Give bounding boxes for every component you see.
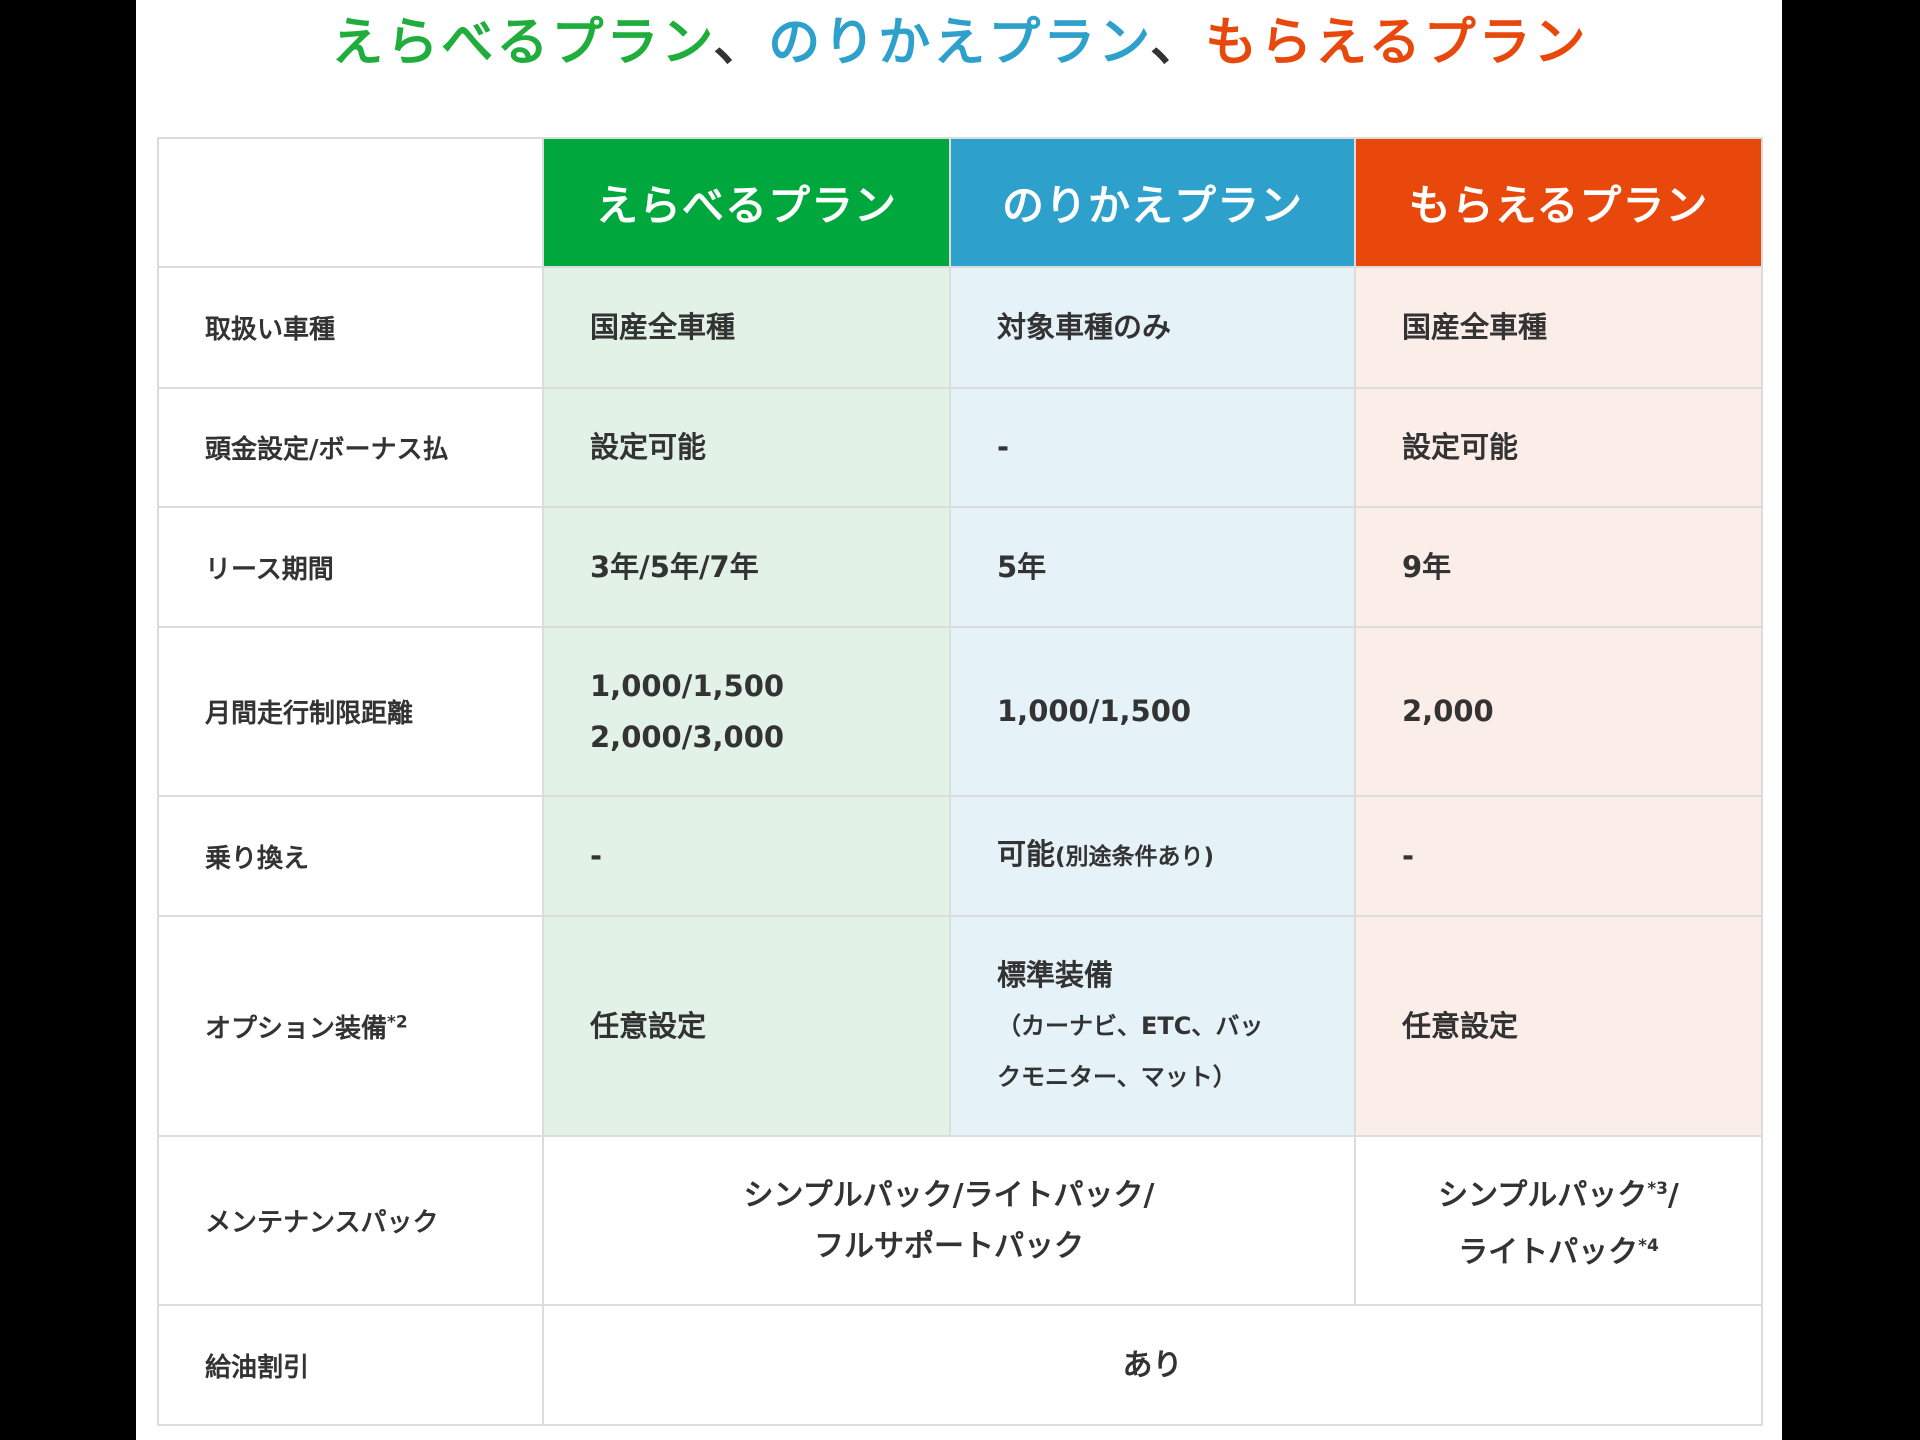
- cell-line: フルサポートパック: [814, 1228, 1084, 1264]
- cell: -: [1354, 795, 1763, 917]
- cell: 1,000/1,500 2,000/3,000: [542, 626, 951, 797]
- cell-line: ライトパック*4: [1356, 1221, 1761, 1278]
- cell: 対象車種のみ: [949, 266, 1356, 389]
- cell: 国産全車種: [542, 266, 951, 389]
- table-row: リース期間 3年/5年/7年 5年 9年: [157, 506, 1763, 628]
- cell: -: [949, 387, 1356, 508]
- cell: 3年/5年/7年: [542, 506, 951, 628]
- row-label: 給油割引: [157, 1304, 544, 1426]
- row-label: 乗り換え: [157, 795, 544, 917]
- cell: 1,000/1,500: [949, 626, 1356, 797]
- cell: -: [542, 795, 951, 917]
- cell-line: シンプルパック*3/: [1356, 1164, 1761, 1221]
- table-row: メンテナンスパック シンプルパック/ライトパック/フルサポートパック シンプルパ…: [157, 1135, 1763, 1306]
- cell: 任意設定: [542, 915, 951, 1137]
- cell: 標準装備 （カーナビ、ETC、バッ クモニター、マット）: [949, 915, 1356, 1137]
- table-row: オプション装備*2 任意設定 標準装備 （カーナビ、ETC、バッ クモニター、マット…: [157, 915, 1763, 1137]
- title-separator: 、: [1150, 13, 1206, 73]
- cell: 任意設定: [1354, 915, 1763, 1137]
- title-norikae: のりかえプラン: [768, 13, 1151, 73]
- row-label: 取扱い車種: [157, 266, 544, 389]
- footnote-mark: *3: [1647, 1178, 1668, 1199]
- header-norikae: のりかえプラン: [949, 137, 1356, 268]
- cell-text: /: [1667, 1177, 1679, 1213]
- cell: 9年: [1354, 506, 1763, 628]
- table-row: 頭金設定/ボーナス払 設定可能 - 設定可能: [157, 387, 1763, 508]
- cell: 可能(別途条件あり): [949, 795, 1356, 917]
- title-moraeru: もらえるプラン: [1205, 13, 1589, 73]
- cell-text: 可能: [997, 837, 1056, 871]
- cell-text: ライトパック: [1458, 1234, 1639, 1270]
- row-label: 月間走行制限距離: [157, 626, 544, 797]
- cell-line: 1,000/1,500: [590, 668, 785, 703]
- header-blank: [157, 137, 544, 268]
- footnote-mark: *4: [1638, 1235, 1659, 1256]
- cell: 設定可能: [542, 387, 951, 508]
- cell: 国産全車種: [1354, 266, 1763, 389]
- title-eraberu: えらべるプラン: [331, 13, 714, 73]
- cell-note: (別途条件あり): [1055, 844, 1215, 870]
- row-label: メンテナンスパック: [157, 1135, 544, 1306]
- cell-line: シンプルパック/ライトパック/: [743, 1177, 1155, 1213]
- table-row: 月間走行制限距離 1,000/1,500 2,000/3,000 1,000/1,…: [157, 626, 1763, 797]
- cell: シンプルパック*3/ライトパック*4: [1354, 1135, 1763, 1306]
- table-row: 取扱い車種 国産全車種 対象車種のみ 国産全車種: [157, 266, 1763, 389]
- cell: 設定可能: [1354, 387, 1763, 508]
- table-row: 給油割引 あり: [157, 1304, 1763, 1426]
- merged-cell: シンプルパック/ライトパック/フルサポートパック: [542, 1135, 1356, 1306]
- header-eraberu: えらべるプラン: [542, 137, 951, 268]
- cell: 2,000: [1354, 626, 1763, 797]
- cell: 5年: [949, 506, 1356, 628]
- cell-text: 標準装備: [997, 957, 1114, 992]
- header-moraeru: もらえるプラン: [1354, 137, 1763, 268]
- row-label: 頭金設定/ボーナス払: [157, 387, 544, 508]
- header-row: えらべるプラン のりかえプラン もらえるプラン: [157, 137, 1763, 268]
- cell-line: 2,000/3,000: [590, 719, 785, 754]
- row-label: オプション装備*2: [157, 915, 544, 1137]
- label-text: オプション装備: [205, 1013, 388, 1044]
- merged-cell: あり: [542, 1304, 1763, 1426]
- table-row: 乗り換え - 可能(別途条件あり) -: [157, 795, 1763, 917]
- title-separator: 、: [713, 13, 769, 73]
- cell-note: クモニター、マット）: [997, 1062, 1237, 1091]
- page-title: えらべるプラン、のりかえプラン、もらえるプラン: [0, 8, 1920, 78]
- plan-comparison-table: えらべるプラン のりかえプラン もらえるプラン 取扱い車種 国産全車種 対象車種…: [157, 137, 1763, 1426]
- cell-text: シンプルパック: [1438, 1177, 1648, 1213]
- footnote-mark: *2: [387, 1011, 408, 1032]
- cell-note: （カーナビ、ETC、バッ: [997, 1011, 1264, 1040]
- row-label: リース期間: [157, 506, 544, 628]
